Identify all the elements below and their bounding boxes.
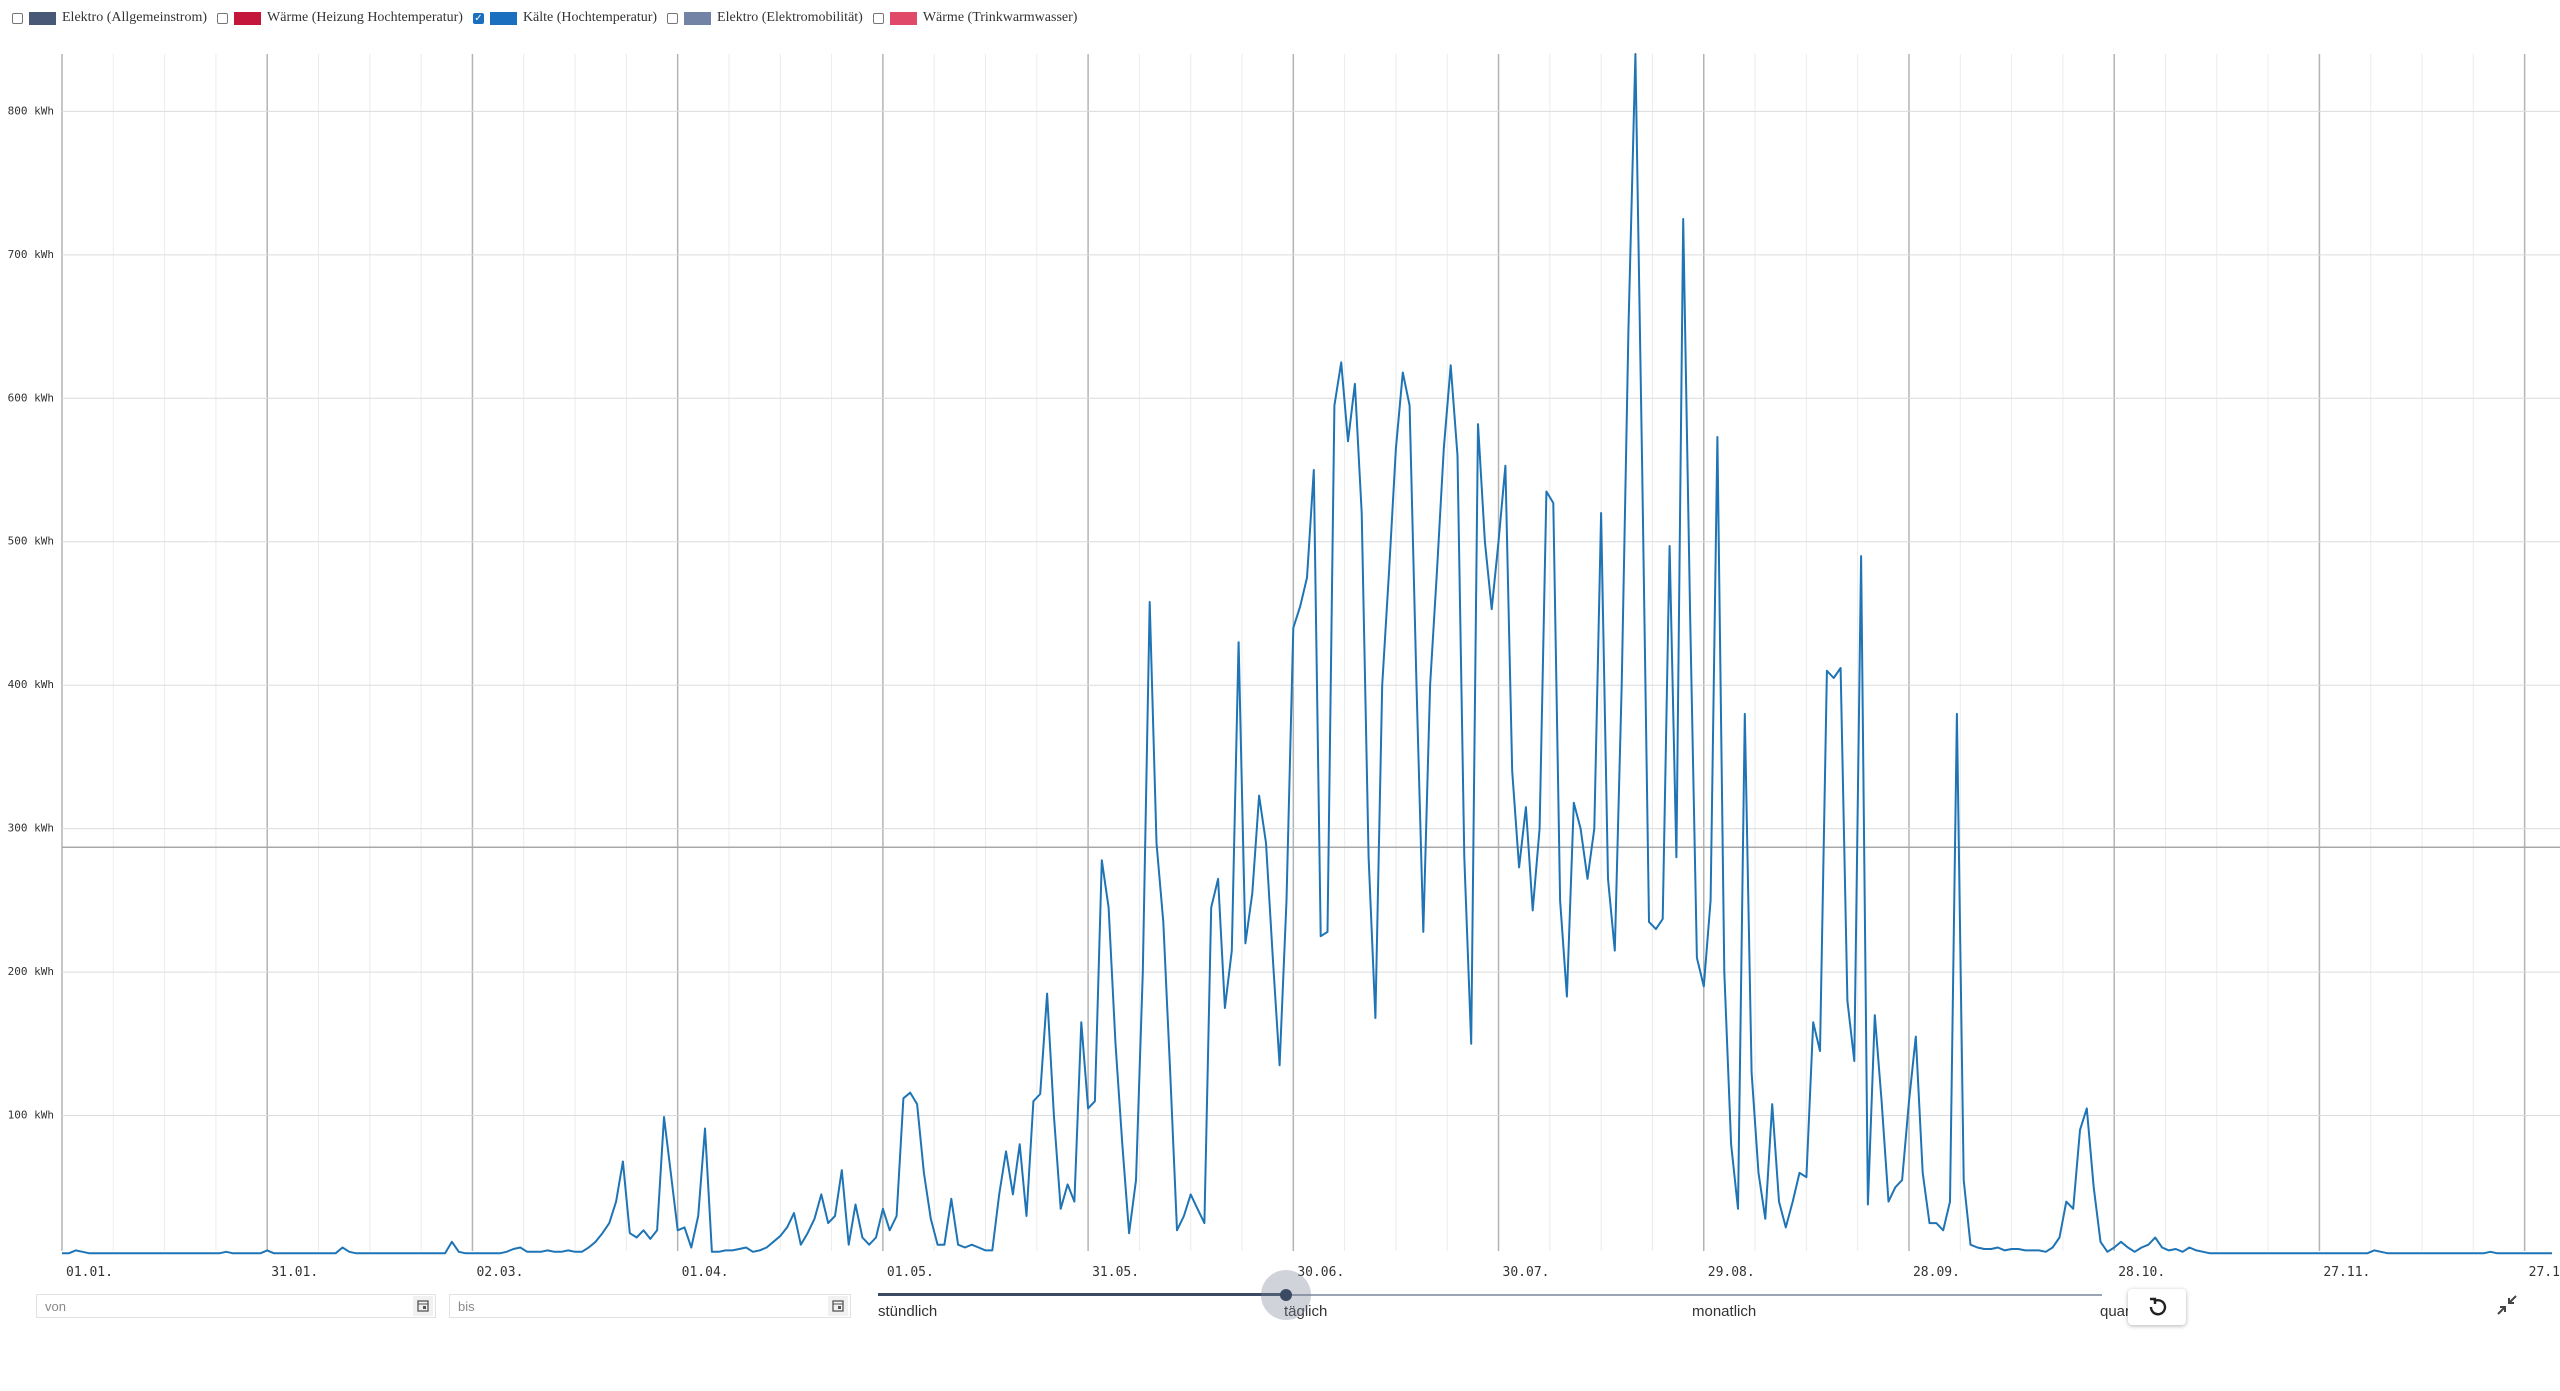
legend-item[interactable]: Wärme (Heizung Hochtemperatur) [217, 10, 463, 26]
x-tick-label: 30.06. [1297, 1265, 1344, 1280]
legend-swatch [29, 11, 56, 25]
calendar-button[interactable] [828, 1296, 848, 1316]
legend-label: Elektro (Allgemeinstrom) [62, 10, 208, 25]
legend-item[interactable]: Elektro (Allgemeinstrom) [12, 10, 207, 26]
y-tick-label: 600 kWh [8, 391, 54, 404]
legend-checkbox[interactable] [667, 12, 679, 24]
y-tick-label: 400 kWh [8, 678, 54, 691]
x-tick-label: 31.01. [271, 1265, 318, 1280]
y-tick-label: 200 kWh [8, 965, 54, 978]
x-tick-label: 31.05. [1092, 1265, 1139, 1280]
legend-swatch [234, 11, 262, 25]
y-tick-label: 800 kWh [8, 104, 54, 117]
placeholder: von [45, 1299, 66, 1314]
y-tick-label: 300 kWh [8, 822, 54, 835]
slider-fill [878, 1293, 1286, 1296]
x-tick-label: 27.11. [2323, 1265, 2370, 1280]
slider-track [878, 1294, 2102, 1296]
calendar-icon [832, 1300, 844, 1312]
legend-label: Elektro (Elektromobilität) [717, 10, 863, 25]
legend-checkbox[interactable] [872, 12, 884, 24]
x-tick-label: 01.05. [887, 1265, 934, 1280]
y-tick-label: 700 kWh [8, 248, 54, 261]
legend-label: Wärme (Trinkwarmwasser) [922, 10, 1078, 25]
slider-option-label: stündlich [878, 1303, 938, 1320]
legend-swatch [889, 11, 917, 25]
from-date-input[interactable]: von [36, 1294, 436, 1318]
legend-checkbox[interactable]: ✓ [472, 12, 484, 24]
to-date-input[interactable]: bis [449, 1294, 851, 1318]
slider-handle[interactable] [1280, 1289, 1292, 1301]
collapse-icon[interactable] [2494, 1292, 2520, 1318]
slider-option-label: täglich [1284, 1303, 1328, 1320]
y-tick-label: 500 kWh [8, 535, 54, 548]
legend-item[interactable]: Wärme (Trinkwarmwasser) [872, 10, 1078, 26]
calendar-icon [417, 1300, 429, 1312]
legend-swatch [489, 11, 517, 25]
x-tick-label: 30.07. [1503, 1265, 1550, 1280]
slider-option-label: quar [2100, 1303, 2131, 1320]
legend-item[interactable]: ✓ Kälte (Hochtemperatur) [472, 10, 658, 26]
legend-item[interactable]: Elektro (Elektromobilität) [667, 10, 863, 26]
legend-label: Wärme (Heizung Hochtemperatur) [267, 10, 463, 25]
legend-swatch [684, 11, 712, 25]
x-tick-label: 28.09. [1913, 1265, 1960, 1280]
x-tick-label: 27.12. [2529, 1265, 2560, 1280]
y-tick-label: 100 kWh [8, 1109, 54, 1122]
x-tick-label: 28.10. [2118, 1265, 2165, 1280]
x-tick-label: 02.03. [476, 1265, 523, 1280]
legend-checkbox[interactable] [12, 12, 23, 24]
chart: 01.01. 31.01. 02.03. 01.04. 01.05. 31.05. 30.0… [8, 53, 2560, 1280]
calendar-button[interactable] [413, 1296, 433, 1316]
legend: Elektro (Allgemeinstrom) Wärme (Heizung H… [12, 10, 1087, 26]
reset-icon [2149, 1297, 2167, 1316]
slider-option-label: monatlich [1692, 1303, 1757, 1320]
x-tick-label: 29.08. [1708, 1265, 1755, 1280]
data-line [62, 53, 2552, 1255]
x-tick-label: 01.04. [682, 1265, 729, 1280]
reset-button[interactable] [2128, 1289, 2186, 1325]
legend-checkbox[interactable] [217, 12, 229, 24]
placeholder: bis [458, 1299, 475, 1314]
legend-label: Kälte (Hochtemperatur) [522, 10, 658, 25]
x-tick-label: 01.01. [66, 1265, 113, 1280]
